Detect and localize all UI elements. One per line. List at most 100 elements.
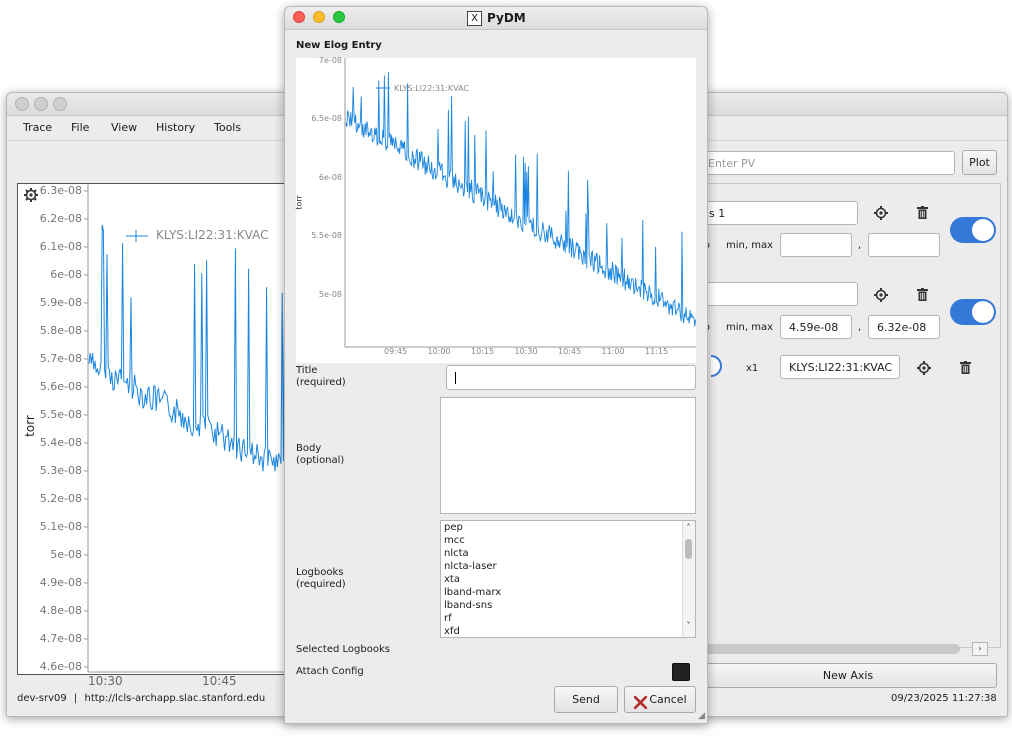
scroll-up-icon[interactable]: ˄ — [686, 523, 691, 532]
attach-config-checkbox[interactable] — [672, 663, 690, 681]
y-tick-label: 6e-08 — [318, 173, 342, 182]
gear-icon[interactable] — [874, 206, 888, 223]
y-tick-label: 5.5e-08 — [39, 408, 82, 421]
axis-name-input[interactable]: s 1 — [700, 201, 858, 225]
close-icon[interactable] — [15, 97, 29, 111]
logbook-item[interactable]: xta — [444, 574, 460, 585]
logbook-item[interactable]: pep — [444, 522, 463, 533]
y-axis-ticks — [84, 190, 88, 668]
minimize-icon[interactable] — [313, 11, 325, 23]
y-axis-label: torr — [294, 195, 304, 210]
zoom-icon[interactable] — [333, 11, 345, 23]
trace-line — [345, 71, 696, 327]
y-axis-label: torr — [22, 415, 37, 437]
menu-file[interactable]: File — [71, 121, 90, 134]
server-label: dev-srv09 — [17, 693, 67, 704]
logbook-item[interactable]: mcc — [444, 535, 465, 546]
cancel-icon — [633, 693, 648, 718]
status-bar: dev-srv09 | http://lcls-archapp.slac.sta… — [17, 693, 265, 704]
text-cursor — [455, 372, 456, 384]
y-tick-label: 5.5e-08 — [311, 231, 342, 240]
scrollbar-thumb[interactable] — [685, 539, 692, 559]
legend-label: KLYS:LI22:31:KVAC — [156, 228, 269, 242]
x11-icon: X — [467, 11, 482, 26]
gear-icon[interactable] — [24, 188, 38, 205]
minimize-icon[interactable] — [34, 97, 48, 111]
y-tick-label: 4.7e-08 — [39, 632, 82, 645]
menu-tools[interactable]: Tools — [214, 121, 242, 134]
menu-view[interactable]: View — [111, 121, 138, 134]
axis-min-input[interactable]: 4.59e-08 — [780, 315, 852, 339]
trash-icon[interactable] — [917, 206, 928, 222]
archive-plot-canvas — [84, 184, 288, 673]
y-tick-label: 6.1e-08 — [39, 240, 82, 253]
y-tick-label: 5.3e-08 — [39, 464, 82, 477]
logbook-item[interactable]: nlcta — [444, 548, 469, 559]
y-tick-label: 5e-08 — [50, 548, 82, 561]
x-tick-label: 10:45 — [202, 674, 237, 688]
scroll-down-icon[interactable]: ˅ — [686, 621, 691, 630]
scroll-right-icon[interactable]: › — [972, 642, 988, 656]
y-tick-label: 4.8e-08 — [39, 604, 82, 617]
logbook-item[interactable]: nlcta-laser — [444, 561, 497, 572]
x-tick-label: 10:00 — [427, 347, 451, 356]
menu-trace[interactable]: Trace — [23, 121, 53, 134]
resize-grip-icon[interactable]: ◢ — [698, 711, 705, 721]
gear-icon[interactable] — [874, 288, 888, 305]
new-axis-button[interactable]: New Axis — [699, 663, 997, 688]
dialog-title: PyDM — [487, 11, 526, 25]
axis-max-input[interactable]: 6.32e-08 — [868, 315, 940, 339]
axis-enabled-toggle[interactable] — [950, 217, 996, 243]
trace-line — [88, 224, 288, 486]
axis-enabled-toggle[interactable] — [950, 299, 996, 325]
status-timestamp: 09/23/2025 11:27:38 — [891, 693, 997, 704]
curve-axis-label: x1 — [746, 363, 759, 374]
cancel-button[interactable]: Cancel — [624, 686, 696, 713]
vertical-scrollbar[interactable]: ˄ ˅ — [682, 521, 695, 637]
logbook-item[interactable]: xfd — [444, 626, 460, 637]
axis-max-input[interactable] — [868, 233, 940, 257]
axis-list: s 1 to min, max , to min, max 4.59e-08 ,… — [699, 183, 1001, 656]
preview-plot-canvas — [344, 58, 696, 348]
zoom-icon[interactable] — [53, 97, 67, 111]
trash-icon[interactable] — [917, 288, 928, 304]
x-tick-label: 09:45 — [384, 347, 408, 356]
logbook-item[interactable]: lband-sns — [444, 600, 493, 611]
trash-icon[interactable] — [960, 361, 971, 377]
plot-button[interactable]: Plot — [962, 150, 997, 175]
axis-min-input[interactable] — [780, 233, 852, 257]
menu-history[interactable]: History — [156, 121, 196, 134]
logbook-item[interactable]: rf — [444, 613, 452, 624]
x-tick-label: 10:30 — [88, 674, 123, 688]
close-icon[interactable] — [293, 11, 305, 23]
legend-label: KLYS:LI22:31:KVAC — [394, 84, 469, 93]
y-tick-label: 5.7e-08 — [39, 352, 82, 365]
title-input[interactable] — [446, 365, 696, 390]
y-tick-label: 5.4e-08 — [39, 436, 82, 449]
range-label: min, max — [726, 322, 774, 333]
y-tick-label: 4.6e-08 — [39, 660, 82, 673]
x-tick-label: 11:15 — [645, 347, 669, 356]
y-tick-label: 5.8e-08 — [39, 324, 82, 337]
archiver-url: http://lcls-archapp.slac.stanford.edu — [84, 693, 266, 704]
gear-icon[interactable] — [917, 361, 931, 378]
y-tick-label: 6.5e-08 — [311, 114, 342, 123]
y-tick-label: 6.2e-08 — [39, 212, 82, 225]
y-tick-label: 5.6e-08 — [39, 380, 82, 393]
logbook-item[interactable]: lband-marx — [444, 587, 502, 598]
horizontal-scrollbar[interactable] — [700, 644, 960, 654]
logbooks-list[interactable]: pep mcc nlcta nlcta-laser xta lband-marx lband… — [440, 520, 696, 638]
archive-plot[interactable]: 6.3e-08 6.2e-08 6.1e-08 6e-08 5.9e-08 5.8e-08… — [17, 183, 289, 688]
send-button[interactable]: Send — [554, 686, 618, 713]
x-tick-label: 10:30 — [514, 347, 538, 356]
pv-input[interactable]: Enter PV — [699, 151, 955, 175]
curve-pv-input[interactable]: KLYS:LI22:31:KVAC — [780, 355, 900, 379]
body-textarea[interactable] — [440, 397, 696, 514]
status-separator: | — [73, 693, 78, 704]
y-tick-label: 5.1e-08 — [39, 520, 82, 533]
range-label: min, max — [726, 240, 774, 251]
axis-name-input[interactable] — [700, 282, 858, 306]
title-label: Title (required) — [296, 365, 346, 388]
y-tick-label: 5.2e-08 — [39, 492, 82, 505]
y-tick-label: 6.3e-08 — [39, 184, 82, 197]
